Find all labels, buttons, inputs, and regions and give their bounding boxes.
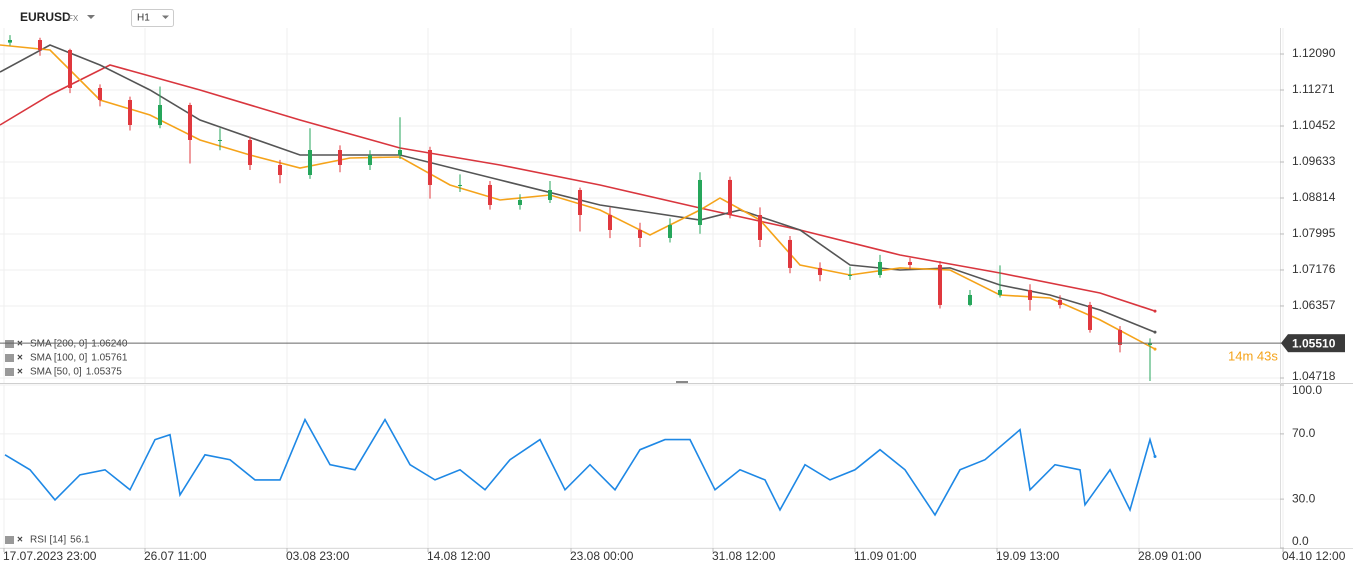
x-tick-label: 19.09 13:00 (996, 549, 1060, 563)
candle-body (398, 149, 402, 156)
y-tick-label: 0.0 (1292, 534, 1309, 548)
candle-body (98, 87, 102, 100)
candle-body (668, 224, 672, 238)
candle-body (8, 39, 12, 43)
y-tick-label: 1.04718 (1292, 369, 1336, 383)
legend-name: RSI [14] (30, 535, 66, 546)
candle-body (788, 239, 792, 268)
candle-body (338, 149, 342, 165)
last-value-marker (1153, 347, 1157, 351)
candle-body (458, 184, 462, 186)
x-tick-label: 03.08 23:00 (286, 549, 350, 563)
candle-body (278, 164, 282, 176)
candle-body (998, 289, 1002, 295)
legend-value: 1.06240 (91, 339, 128, 350)
legend-value: 56.1 (70, 535, 90, 546)
candle-body (1118, 329, 1122, 345)
candle-body (848, 274, 852, 276)
legend-remove[interactable]: × (17, 353, 23, 364)
y-tick-label: 1.10452 (1292, 118, 1336, 132)
panel-resize-handle[interactable] (676, 381, 688, 383)
candle-body (188, 104, 192, 140)
indicator-line (0, 44, 1156, 350)
candle-body (698, 179, 702, 225)
last-value-marker (1153, 330, 1157, 334)
x-tick-label: 14.08 12:00 (427, 549, 491, 563)
candle-body (1148, 343, 1152, 345)
candle-body (758, 214, 762, 240)
legend-value: 1.05761 (91, 353, 128, 364)
candle-body (218, 139, 222, 141)
candle-body (548, 189, 552, 200)
candle-body (968, 294, 972, 305)
candle-body (908, 261, 912, 265)
candle-body (308, 149, 312, 176)
candle-body (1058, 299, 1062, 305)
legend-name: SMA [100, 0] (30, 353, 87, 364)
y-tick-label: 1.08814 (1292, 190, 1336, 204)
indicator-line (0, 64, 1156, 312)
candle-body (248, 139, 252, 165)
candle-body (638, 229, 642, 238)
y-tick-label: 1.06357 (1292, 298, 1336, 312)
y-tick-label: 1.11271 (1292, 82, 1335, 96)
y-tick-label: 70.0 (1292, 426, 1316, 440)
candle-body (1028, 289, 1032, 300)
y-tick-label: 1.12090 (1292, 46, 1336, 60)
candle-body (128, 99, 132, 125)
candle-body (938, 264, 942, 305)
x-tick-label: 23.08 00:00 (570, 549, 634, 563)
y-tick-label: 1.09633 (1292, 154, 1336, 168)
current-price-label: 1.05510 (1292, 336, 1336, 350)
x-tick-label: 28.09 01:00 (1138, 549, 1202, 563)
y-tick-label: 1.07995 (1292, 226, 1336, 240)
candle-body (158, 104, 162, 125)
candle-body (878, 261, 882, 275)
market: FX (68, 14, 79, 23)
candle-body (578, 189, 582, 215)
legend-remove[interactable]: × (17, 367, 23, 378)
interval-selector[interactable] (131, 9, 174, 27)
x-tick-label: 04.10 12:00 (1282, 549, 1346, 563)
candle-body (1088, 304, 1092, 330)
y-tick-label: 30.0 (1292, 491, 1316, 505)
symbol-dropdown[interactable] (87, 15, 95, 19)
candle-body (368, 155, 372, 165)
legend-menu-icon[interactable] (5, 340, 14, 348)
legend-menu-icon[interactable] (5, 368, 14, 376)
x-tick-label: 11.09 01:00 (854, 549, 917, 563)
symbol[interactable]: EURUSD (20, 10, 71, 24)
current-price-pointer (1281, 334, 1288, 353)
legend-menu-icon[interactable] (5, 354, 14, 362)
candle-body (38, 39, 42, 51)
last-value-marker (1153, 455, 1157, 459)
x-tick-label: 17.07.2023 23:00 (3, 549, 97, 563)
countdown: 14m 43s (1228, 349, 1278, 364)
candle-body (728, 179, 732, 215)
candle-body (428, 149, 432, 185)
legend-name: SMA [50, 0] (30, 367, 82, 378)
candle-body (818, 267, 822, 275)
candle-body (608, 214, 612, 230)
legend-remove[interactable]: × (17, 535, 23, 546)
y-tick-label: 100.0 (1292, 383, 1322, 397)
legend-remove[interactable]: × (17, 339, 23, 350)
x-tick-label: 31.08 12:00 (712, 549, 776, 563)
candle-body (68, 50, 72, 88)
current-price-box (1288, 334, 1345, 353)
y-tick-label: 1.07176 (1292, 262, 1336, 276)
candle-body (518, 199, 522, 205)
legend-menu-icon[interactable] (5, 536, 14, 544)
legend-value: 1.05375 (86, 367, 123, 378)
interval: H1 (137, 13, 150, 24)
last-value-marker (1153, 309, 1157, 313)
indicator-line (4, 417, 1156, 517)
candle-body (488, 184, 492, 205)
x-tick-label: 26.07 11:00 (144, 549, 207, 563)
interval-dropdown[interactable] (162, 15, 169, 20)
legend-name: SMA [200, 0] (30, 339, 87, 350)
